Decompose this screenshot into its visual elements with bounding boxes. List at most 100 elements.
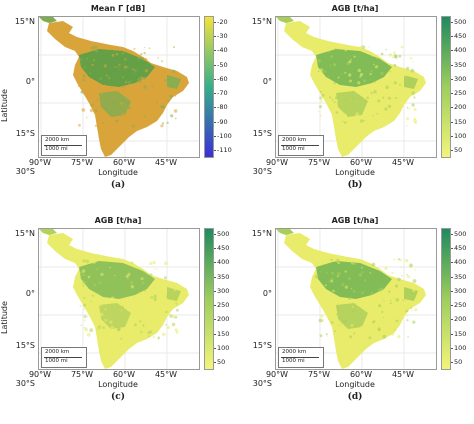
texture-speck: [102, 326, 105, 330]
texture-speck: [332, 63, 337, 67]
panel-title: AGB [t/ha]: [331, 4, 379, 13]
texture-speck: [161, 122, 165, 125]
texture-speck: [337, 271, 341, 276]
texture-speck: [333, 81, 337, 85]
texture-speck: [142, 325, 145, 327]
x-axis-label: Longitude: [335, 380, 375, 389]
texture-speck: [147, 331, 151, 335]
colorbar-tick-label: -100: [217, 131, 232, 140]
texture-speck: [97, 70, 99, 72]
map-area[interactable]: 2000 km 1000 mi: [275, 228, 437, 370]
texture-speck: [331, 98, 334, 101]
colorbar-tick-label: 300: [454, 74, 467, 83]
texture-speck: [359, 75, 362, 78]
texture-speck: [77, 84, 81, 88]
texture-speck: [132, 295, 135, 298]
colorbar-tick: [451, 22, 453, 23]
panel-caption: (b): [347, 180, 363, 190]
texture-speck: [81, 269, 86, 273]
texture-speck: [155, 319, 159, 323]
texture-speck: [104, 318, 108, 322]
texture-speck: [85, 259, 90, 264]
texture-speck: [352, 289, 356, 293]
map-area[interactable]: 2000 km 1000 mi: [38, 16, 200, 158]
map-raster: [276, 17, 436, 157]
texture-speck: [370, 302, 373, 305]
texture-speck: [336, 275, 339, 278]
central-vegetation-region: [336, 91, 368, 117]
scale-mi-label: 1000 mi: [282, 146, 305, 152]
texture-speck: [161, 60, 163, 63]
texture-speck: [349, 335, 353, 339]
colorbar-tick-label: 300: [454, 286, 467, 295]
texture-speck: [331, 271, 335, 275]
texture-speck: [388, 71, 393, 76]
texture-speck: [332, 289, 335, 293]
texture-speck: [153, 268, 155, 270]
colorbar-tick-label: 150: [454, 117, 467, 126]
texture-speck: [340, 323, 342, 325]
texture-speck: [356, 47, 358, 49]
lat-tick-label: 15°S: [252, 129, 272, 138]
texture-speck: [98, 302, 103, 307]
texture-speck: [346, 56, 348, 59]
colorbar-tick-label: 200: [454, 315, 467, 324]
texture-speck: [412, 60, 414, 62]
lon-tick-label: 60°W: [349, 158, 373, 167]
texture-speck: [114, 274, 116, 277]
texture-speck: [82, 292, 86, 296]
texture-speck: [141, 322, 143, 324]
texture-speck: [361, 271, 364, 274]
texture-speck: [319, 114, 322, 117]
colorbar-tick: [451, 333, 453, 335]
scale-bar: 2000 km 1000 mi: [278, 135, 324, 156]
colorbar-tick: [451, 319, 453, 321]
texture-speck: [369, 73, 372, 76]
texture-speck: [410, 302, 413, 305]
colorbar-tick-label: 400: [454, 46, 467, 55]
texture-speck: [349, 122, 353, 127]
texture-speck: [101, 116, 105, 119]
texture-speck: [326, 335, 328, 337]
texture-speck: [133, 47, 136, 50]
map-area[interactable]: 2000 km 1000 mi: [38, 228, 200, 370]
texture-speck: [372, 63, 375, 66]
texture-speck: [120, 337, 123, 340]
texture-speck: [110, 296, 115, 301]
texture-speck: [386, 278, 388, 280]
texture-speck: [115, 52, 119, 56]
map-area[interactable]: 2000 km 1000 mi: [275, 16, 437, 158]
texture-speck: [344, 71, 347, 74]
texture-speck: [357, 68, 361, 73]
texture-speck: [397, 314, 401, 318]
colorbar-tick: [214, 50, 216, 52]
texture-speck: [137, 311, 139, 314]
texture-speck: [357, 96, 360, 99]
texture-speck: [161, 332, 166, 337]
scale-km-label: 2000 km: [45, 349, 70, 355]
texture-speck: [111, 87, 113, 89]
panel-title: AGB [t/ha]: [94, 216, 142, 225]
colorbar-tick-label: 100: [454, 343, 467, 352]
texture-speck: [353, 332, 356, 335]
texture-speck: [123, 122, 127, 127]
texture-speck: [127, 50, 130, 53]
texture-speck: [351, 305, 354, 308]
texture-speck: [371, 262, 376, 267]
texture-speck: [403, 73, 407, 77]
colorbar-tick: [214, 276, 216, 278]
colorbar-tick-label: -20: [217, 18, 228, 26]
colorbar-tick: [214, 234, 216, 235]
colorbar-tick: [214, 78, 216, 80]
colorbar-tick-label: 350: [217, 272, 230, 281]
colorbar-tick-label: -50: [217, 60, 228, 69]
lat-tick-label: 30°S: [252, 379, 272, 388]
texture-speck: [407, 336, 409, 338]
texture-speck: [385, 85, 389, 89]
colorbar-tick-label: 350: [454, 60, 467, 69]
texture-speck: [351, 261, 356, 266]
texture-speck: [406, 319, 409, 322]
colorbar-tick: [214, 333, 216, 335]
texture-speck: [370, 70, 373, 73]
texture-speck: [90, 46, 94, 50]
